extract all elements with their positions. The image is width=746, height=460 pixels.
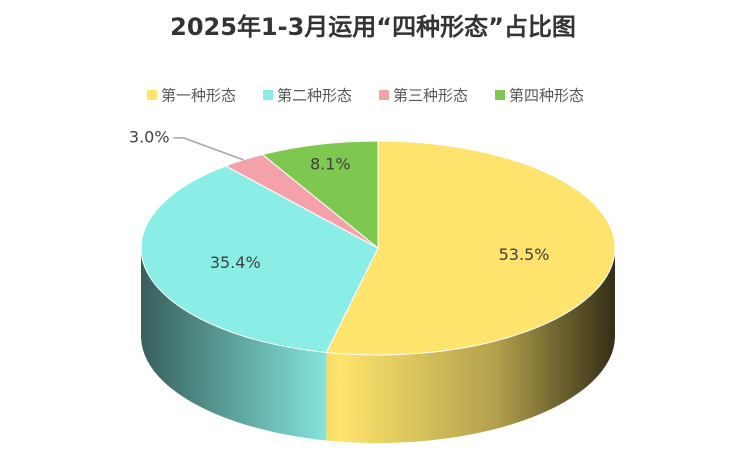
- legend-label: 第三种形态: [393, 87, 468, 105]
- slice: [140, 165, 379, 353]
- data-label: 8.1%: [310, 155, 351, 174]
- legend-marker: [379, 90, 389, 100]
- legend-marker: [495, 90, 505, 100]
- leader-line: [173, 137, 244, 161]
- legend-marker: [263, 90, 273, 100]
- data-label: 53.5%: [499, 245, 550, 264]
- slice: [261, 140, 379, 250]
- data-label: 3.0%: [129, 127, 170, 146]
- legend-label: 第一种形态: [161, 87, 236, 105]
- data-label: 35.4%: [210, 253, 261, 272]
- slice: [325, 140, 616, 356]
- legend-label: 第四种形态: [509, 87, 584, 105]
- legend-marker: [147, 90, 157, 100]
- chart-title: 2025年1-3月运用“四种形态”占比图: [170, 13, 576, 41]
- slice-side: [326, 248, 615, 443]
- slice-side: [140, 248, 327, 441]
- legend-label: 第二种形态: [277, 87, 352, 105]
